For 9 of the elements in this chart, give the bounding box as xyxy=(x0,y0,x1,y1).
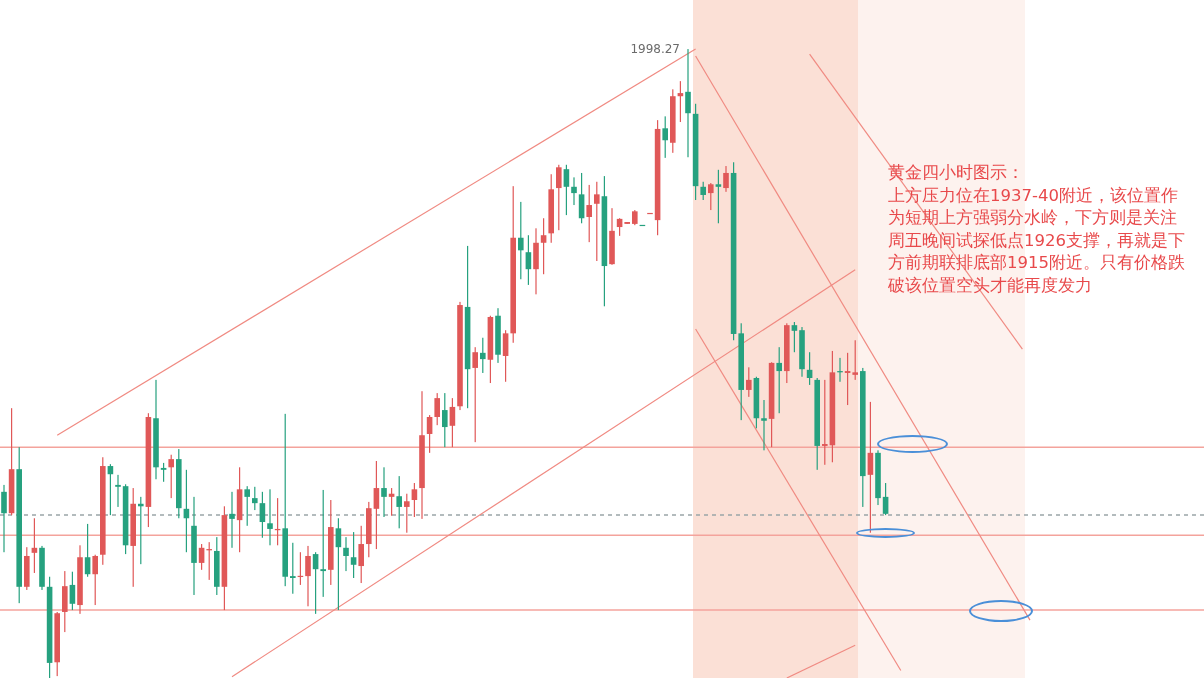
candlestick xyxy=(381,467,387,517)
candlestick xyxy=(305,545,311,607)
candlestick xyxy=(685,49,691,158)
annotation: 1998.27 xyxy=(630,42,680,57)
candlestick xyxy=(419,391,425,519)
annotation: 上方压力位在1937-40附近，该位置作为短期上方强弱分水岭，下方则是关注周五晚间试探低点1926支撑，再就是下方前期联排底部1915附近。只有价格跌破该位置空头才能再度发力 xyxy=(888,184,1186,297)
candlestick xyxy=(761,400,767,451)
annotation: 黄金四小时图示： xyxy=(888,162,1025,184)
candlestick xyxy=(343,537,349,572)
